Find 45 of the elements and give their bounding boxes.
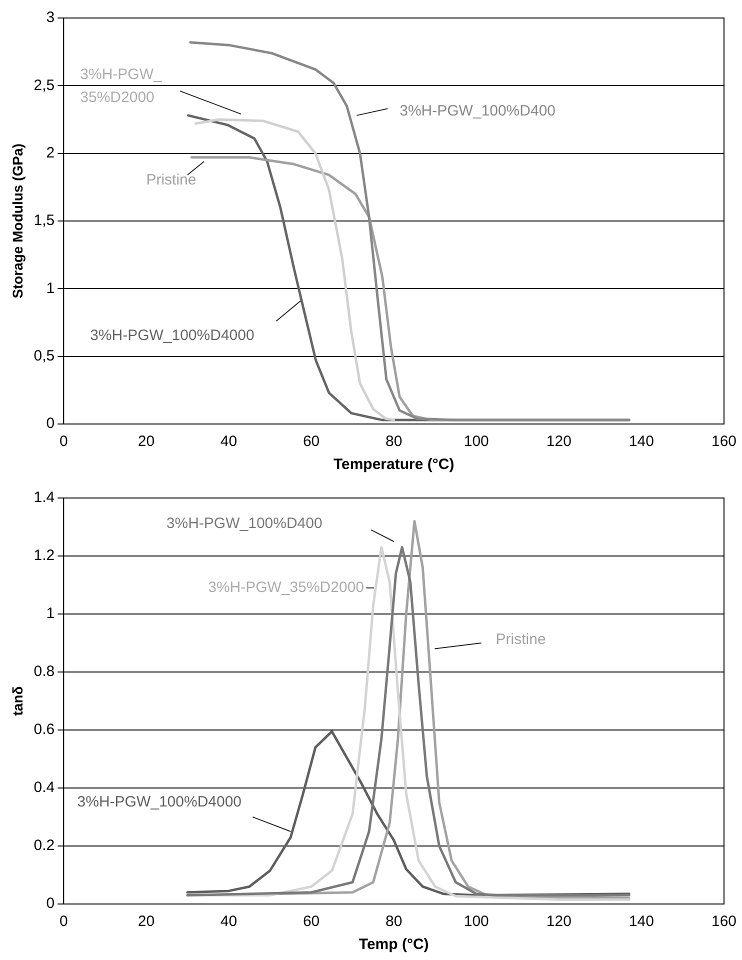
x-tick-label: 160 — [711, 433, 737, 450]
y-tick-label: 0.2 — [34, 837, 55, 854]
y-tick-label: 1 — [46, 280, 55, 297]
x-tick-label: 20 — [138, 433, 155, 450]
x-tick-label: 140 — [628, 433, 654, 450]
y-tick-label: 2,5 — [34, 76, 55, 94]
y-tick-label: 1,5 — [34, 212, 55, 230]
text: 3%H-PGW_35%D2000 — [80, 66, 162, 106]
x-tick-label: 80 — [385, 913, 402, 930]
y-tick-label: 1 — [46, 605, 55, 622]
x-tick-label: 120 — [546, 913, 572, 930]
text: 3%H-PGW_100%D400 — [400, 102, 556, 120]
x-tick-label: 100 — [464, 913, 489, 930]
series-label: Pristine — [146, 172, 196, 189]
text: Pristine — [496, 631, 546, 648]
x-axis-title: Temp (°C) — [358, 936, 429, 954]
text: 3%H-PGW_100%D400 — [166, 515, 322, 532]
x-tick-label: 80 — [385, 433, 402, 450]
y-tick-label: 2 — [46, 144, 55, 162]
y-tick-label: 3 — [46, 9, 55, 26]
y-tick-label: 1.2 — [34, 547, 55, 564]
x-tick-label: 40 — [220, 433, 238, 450]
x-tick-label: 160 — [711, 913, 737, 930]
y-tick-label: 0.8 — [34, 663, 55, 680]
x-tick-label: 140 — [628, 913, 654, 930]
y-axis-title: Storage Modulus (GPa) — [9, 144, 26, 298]
y-tick-label: 0,5 — [34, 347, 55, 364]
y-tick-label: 0.4 — [34, 779, 55, 796]
y-tick-label: 0.6 — [34, 721, 55, 738]
y-tick-label: 1.4 — [34, 489, 55, 506]
text: 3%H-PGW_100%D4000 — [90, 327, 254, 344]
x-tick-label: 40 — [220, 913, 238, 930]
text: 3%H-PGW_100%D4000 — [77, 794, 242, 811]
x-tick-label: 0 — [59, 433, 68, 450]
y-axis-title: tanδ — [9, 686, 26, 716]
y-tick-label: 0 — [46, 895, 55, 912]
x-tick-label: 60 — [302, 433, 320, 450]
x-axis-title: Temperature (°C) — [333, 456, 454, 474]
y-tick-label: 0 — [46, 415, 55, 432]
x-tick-label: 100 — [464, 433, 489, 450]
x-tick-label: 0 — [59, 913, 68, 930]
x-tick-label: 120 — [546, 433, 572, 450]
x-tick-label: 20 — [138, 913, 155, 930]
x-tick-label: 60 — [302, 913, 320, 930]
series-label: 3%H-PGW_35%D2000 — [208, 579, 364, 596]
